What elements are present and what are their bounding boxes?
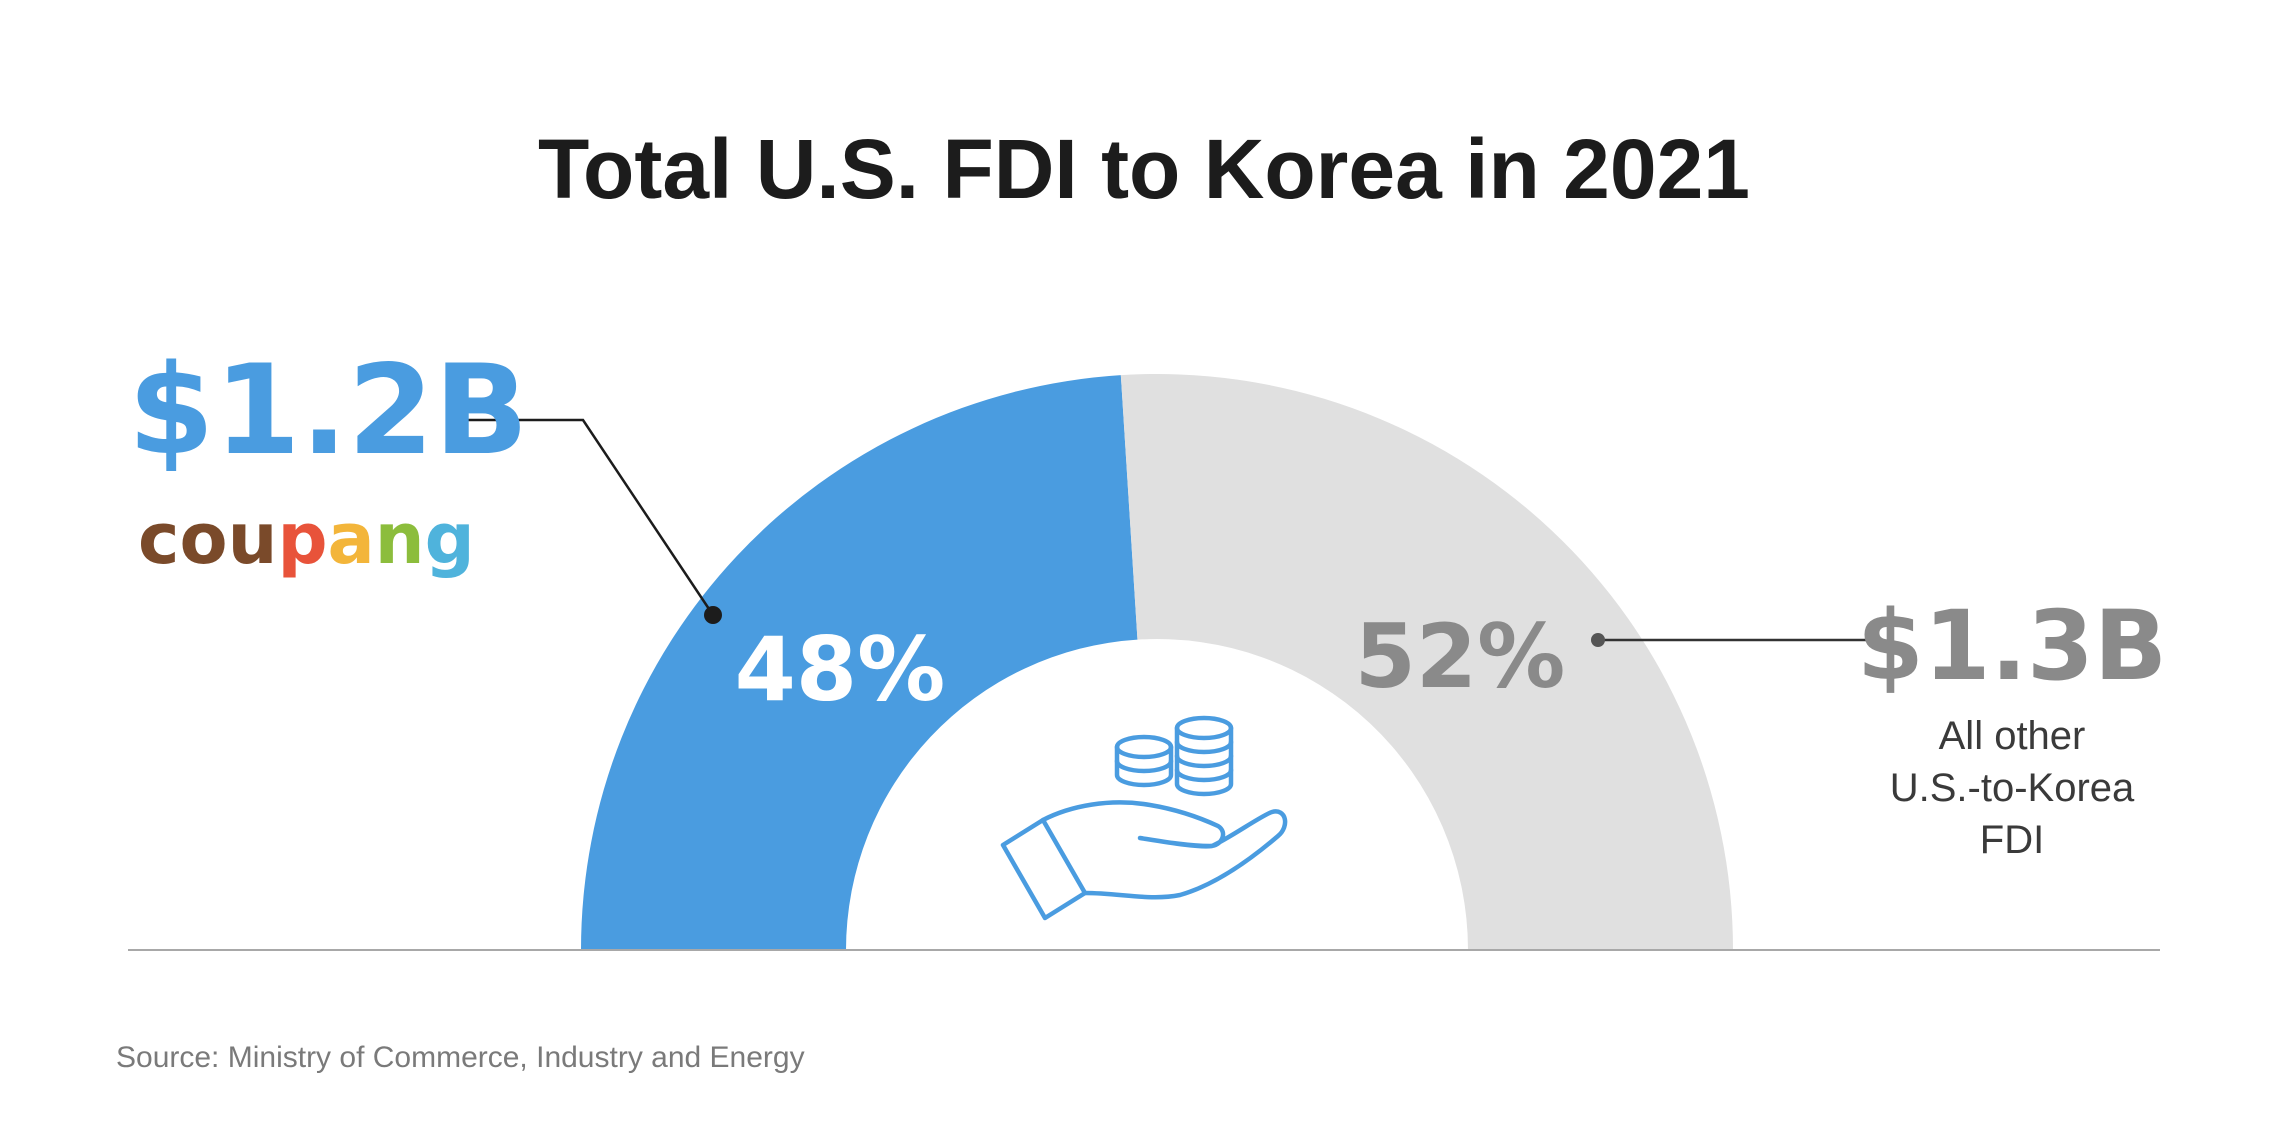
slice-label-0: 48% [735,618,946,721]
source-note: Source: Ministry of Commerce, Industry a… [116,1041,805,1074]
coupang-amount: $1.2B [128,339,528,483]
leader-dot-coupang [704,606,722,624]
leader-line-coupang [458,418,715,616]
leader-dot-other [1591,633,1605,647]
slices-group: 48% 52% [581,373,1733,950]
slice-0 [581,375,1138,950]
other-amount: $1.3B [1857,590,2167,702]
logo-letter: g [425,498,475,580]
hand-with-coins-icon [1000,715,1288,921]
logo-letter: o [180,498,228,580]
slice-label-1: 52% [1355,605,1566,708]
chart-title: Total U.S. FDI to Korea in 2021 [538,122,1750,216]
slice-1 [1120,373,1733,950]
logo-letter: c [138,498,180,580]
other-desc-line-2: U.S.-to-Korea [1890,766,2135,810]
other-desc-line-1: All other [1939,714,2086,758]
logo-letter: p [277,498,327,580]
coupang-logo: coupang [138,498,475,580]
logo-letter: u [228,498,278,580]
other-desc-line-3: FDI [1980,818,2044,862]
logo-letter: n [375,498,425,580]
logo-letter: a [328,498,375,580]
